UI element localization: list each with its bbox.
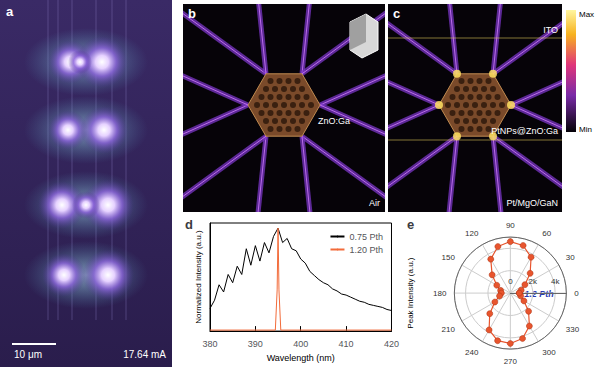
svg-text:300: 300 bbox=[542, 348, 556, 357]
svg-text:4k: 4k bbox=[551, 277, 560, 286]
svg-text:Min: Min bbox=[579, 125, 592, 134]
svg-text:ITO: ITO bbox=[543, 25, 558, 35]
svg-text:210: 210 bbox=[442, 325, 456, 334]
svg-text:90: 90 bbox=[506, 221, 515, 230]
svg-text:1.2 Pth: 1.2 Pth bbox=[524, 288, 554, 299]
svg-text:e: e bbox=[407, 217, 414, 232]
svg-text:400: 400 bbox=[293, 339, 308, 349]
svg-text:Peak Intensity (a.u.): Peak Intensity (a.u.) bbox=[406, 257, 415, 328]
svg-text:330: 330 bbox=[566, 325, 580, 334]
svg-text:PtNPs@ZnO:Ga: PtNPs@ZnO:Ga bbox=[491, 126, 558, 136]
svg-text:Normalized Intensity (a.u.): Normalized Intensity (a.u.) bbox=[194, 230, 203, 324]
svg-text:2k: 2k bbox=[529, 277, 538, 286]
svg-text:Wavelength (nm): Wavelength (nm) bbox=[267, 353, 335, 363]
svg-text:380: 380 bbox=[202, 339, 217, 349]
svg-text:10 μm: 10 μm bbox=[14, 349, 42, 360]
svg-text:120: 120 bbox=[465, 229, 479, 238]
svg-text:1.20 Pth: 1.20 Pth bbox=[349, 245, 383, 255]
svg-text:Pt/MgO/GaN: Pt/MgO/GaN bbox=[506, 198, 558, 208]
svg-text:ZnO:Ga: ZnO:Ga bbox=[318, 116, 350, 126]
svg-text:a: a bbox=[6, 4, 14, 19]
svg-text:0.75 Pth: 0.75 Pth bbox=[349, 232, 383, 242]
svg-text:410: 410 bbox=[339, 339, 354, 349]
svg-text:d: d bbox=[185, 217, 193, 232]
svg-text:Max: Max bbox=[579, 10, 594, 19]
svg-text:150: 150 bbox=[442, 253, 456, 262]
svg-text:30: 30 bbox=[566, 253, 575, 262]
svg-text:b: b bbox=[188, 6, 196, 21]
svg-text:Air: Air bbox=[369, 198, 380, 208]
svg-text:390: 390 bbox=[248, 339, 263, 349]
svg-text:c: c bbox=[393, 6, 400, 21]
svg-text:180: 180 bbox=[433, 289, 447, 298]
svg-text:240: 240 bbox=[465, 348, 479, 357]
svg-text:0: 0 bbox=[508, 277, 513, 286]
svg-text:60: 60 bbox=[542, 229, 551, 238]
svg-text:420: 420 bbox=[384, 339, 399, 349]
svg-text:17.64 mA: 17.64 mA bbox=[123, 349, 166, 360]
svg-text:0: 0 bbox=[574, 289, 579, 298]
svg-text:270: 270 bbox=[504, 357, 518, 366]
